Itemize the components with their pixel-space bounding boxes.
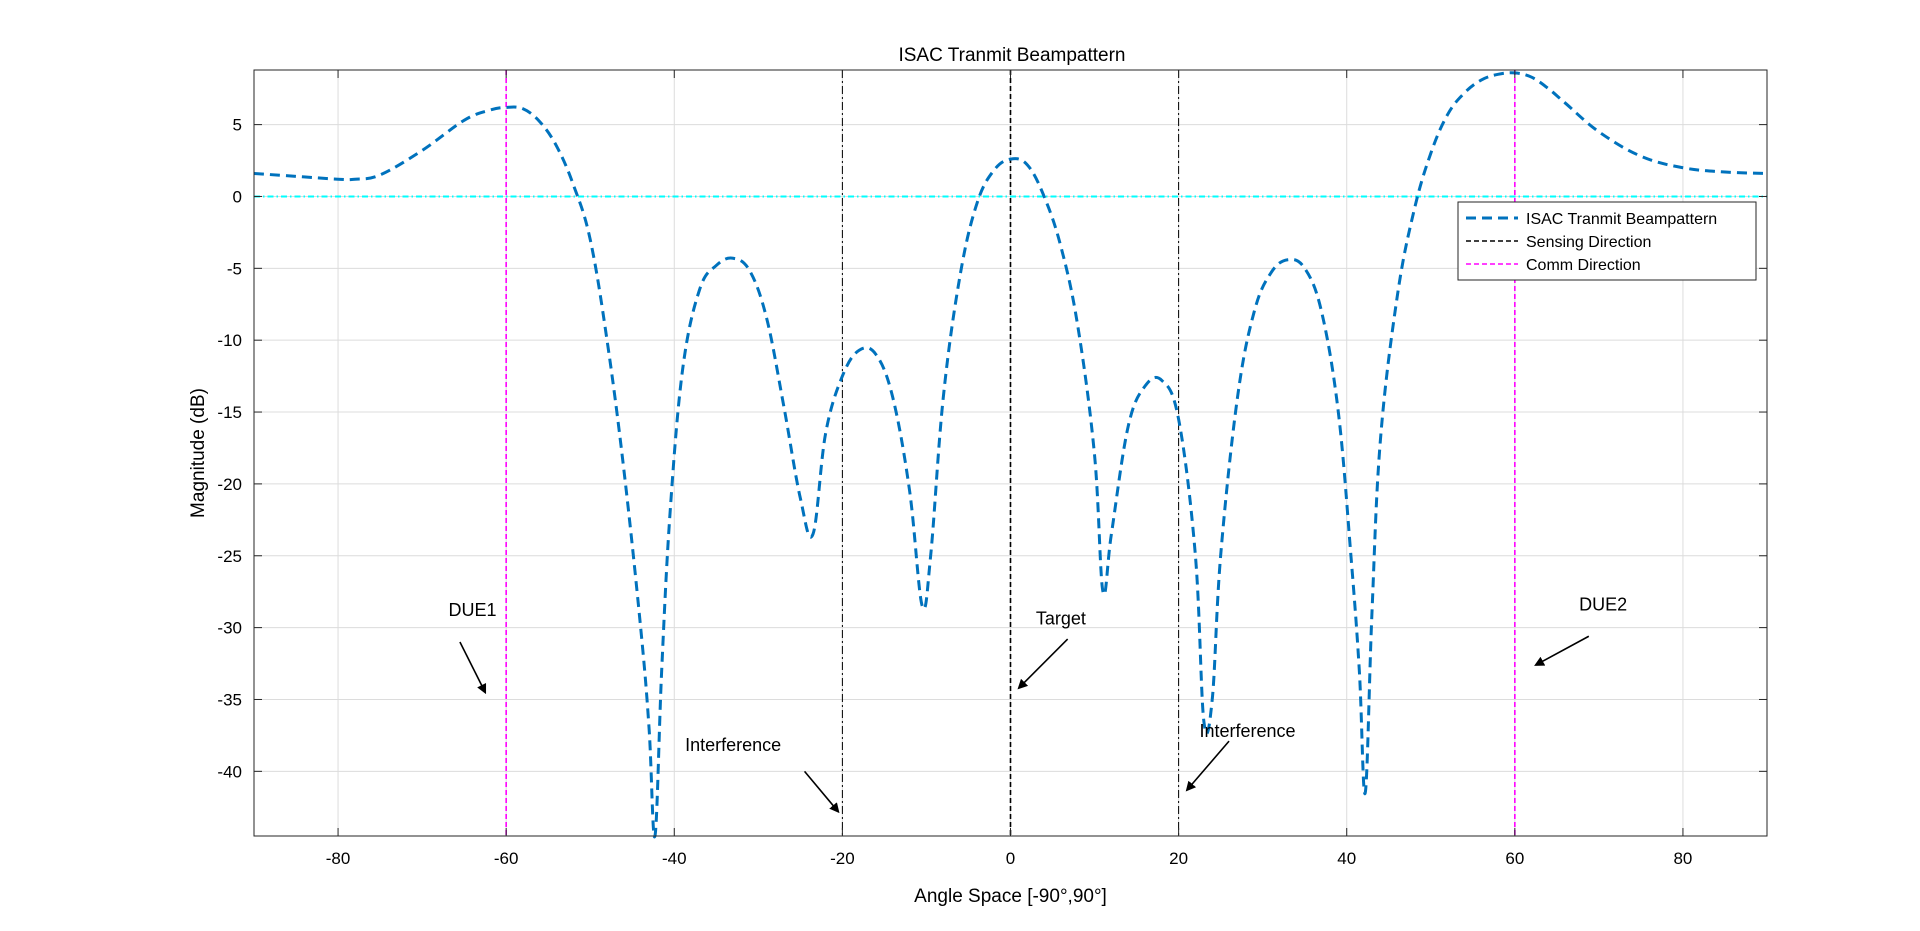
annotation-arrow [459, 641, 487, 695]
series-layer [253, 70, 1768, 839]
reference-lines [254, 70, 1767, 836]
y-tick-label: -30 [217, 619, 242, 638]
legend-label-comm: Comm Direction [1526, 257, 1641, 274]
annotation-arrow [1017, 638, 1069, 690]
annotation-arrow [803, 770, 840, 814]
annotation-label: Interference [685, 735, 781, 755]
x-tick-label: 0 [1006, 849, 1015, 868]
annotation-arrow [1185, 740, 1230, 792]
y-tick-label: 5 [233, 116, 242, 135]
legend-label-beampattern: ISAC Tranmit Beampattern [1526, 211, 1717, 228]
annotation-label: Interference [1200, 721, 1296, 741]
y-tick-label: -40 [217, 762, 242, 781]
x-tick-label: -60 [494, 849, 519, 868]
y-tick-label: -20 [217, 475, 242, 494]
y-tick-label: -15 [217, 403, 242, 422]
y-tick-label: -10 [217, 331, 242, 350]
x-tick-label: -40 [662, 849, 687, 868]
x-axis-title: Angle Space [-90°,90°] [914, 886, 1107, 907]
y-tick-label: -35 [217, 690, 242, 709]
legend: ISAC Tranmit Beampattern Sensing Directi… [1457, 201, 1757, 281]
annotation-arrow [1534, 635, 1590, 666]
x-tick-label: -20 [830, 849, 855, 868]
x-tick-label: 40 [1337, 849, 1356, 868]
annotation-label: Target [1036, 609, 1086, 629]
y-tick-label: -5 [227, 259, 242, 278]
legend-label-sensing: Sensing Direction [1526, 234, 1651, 251]
beampattern-curve [253, 71, 1768, 839]
tick-layer: -80 -60 -40 -20 0 20 40 60 80 5 0 -5 -10 -15 -20 -25 -30… [217, 70, 1767, 868]
x-tick-label: 80 [1673, 849, 1692, 868]
chart-title: ISAC Tranmit Beampattern [898, 45, 1125, 66]
y-tick-label: 0 [233, 187, 242, 206]
annotation-layer: DUE1 Interference Target Interference DUE2 [449, 594, 1627, 814]
x-tick-label: 20 [1169, 849, 1188, 868]
y-axis-title: Magnitude (dB) [188, 388, 209, 518]
x-tick-label: -80 [326, 849, 351, 868]
annotation-label: DUE2 [1579, 594, 1627, 614]
annotation-label: DUE1 [449, 600, 497, 620]
y-tick-label: -25 [217, 547, 242, 566]
x-tick-label: 60 [1505, 849, 1524, 868]
